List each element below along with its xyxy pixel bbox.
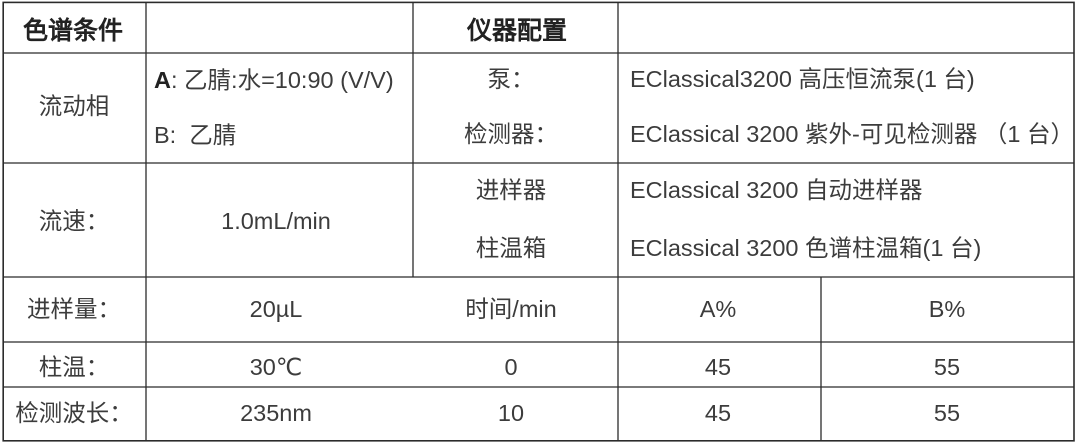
- svg-text:进样器: 进样器: [476, 177, 547, 203]
- svg-text:B%: B%: [929, 296, 966, 322]
- svg-text:流动相: 流动相: [39, 93, 110, 119]
- svg-text:柱温箱: 柱温箱: [476, 235, 547, 261]
- svg-text:柱温：: 柱温：: [39, 354, 110, 380]
- svg-text:EClassical 3200 自动进样器: EClassical 3200 自动进样器: [630, 177, 923, 203]
- svg-text:时间/min: 时间/min: [465, 296, 556, 322]
- svg-text:45: 45: [705, 354, 731, 380]
- svg-text:检测器：: 检测器：: [464, 121, 558, 147]
- svg-text:泵：: 泵：: [488, 66, 535, 92]
- svg-text:仪器配置: 仪器配置: [466, 17, 567, 45]
- svg-text:进样量：: 进样量：: [27, 296, 121, 322]
- svg-text:0: 0: [504, 354, 517, 380]
- svg-text:30℃: 30℃: [250, 354, 303, 380]
- svg-text:EClassical 3200 色谱柱温箱(1 台): EClassical 3200 色谱柱温箱(1 台): [630, 235, 981, 261]
- svg-text:55: 55: [934, 354, 960, 380]
- svg-text:1.0mL/min: 1.0mL/min: [221, 208, 331, 234]
- svg-text:色谱条件: 色谱条件: [23, 16, 123, 45]
- svg-text:45: 45: [705, 400, 731, 426]
- svg-text:EClassical3200 高压恒流泵(1 台): EClassical3200 高压恒流泵(1 台): [630, 66, 975, 92]
- svg-text:235nm: 235nm: [240, 400, 312, 426]
- svg-text:EClassical 3200 紫外-可见检测器 （1 台）: EClassical 3200 紫外-可见检测器 （1 台）: [630, 121, 1074, 147]
- svg-text:20µL: 20µL: [250, 296, 303, 322]
- svg-text:流速：: 流速：: [39, 208, 110, 234]
- svg-text:55: 55: [934, 400, 960, 426]
- svg-text:10: 10: [498, 400, 524, 426]
- svg-text:A%: A%: [700, 296, 737, 322]
- svg-text:A: 乙腈:水=10:90 (V/V): A: 乙腈:水=10:90 (V/V): [154, 67, 394, 93]
- svg-text:B: 乙腈: B: 乙腈: [154, 122, 236, 148]
- svg-text:检测波长：: 检测波长：: [15, 400, 133, 426]
